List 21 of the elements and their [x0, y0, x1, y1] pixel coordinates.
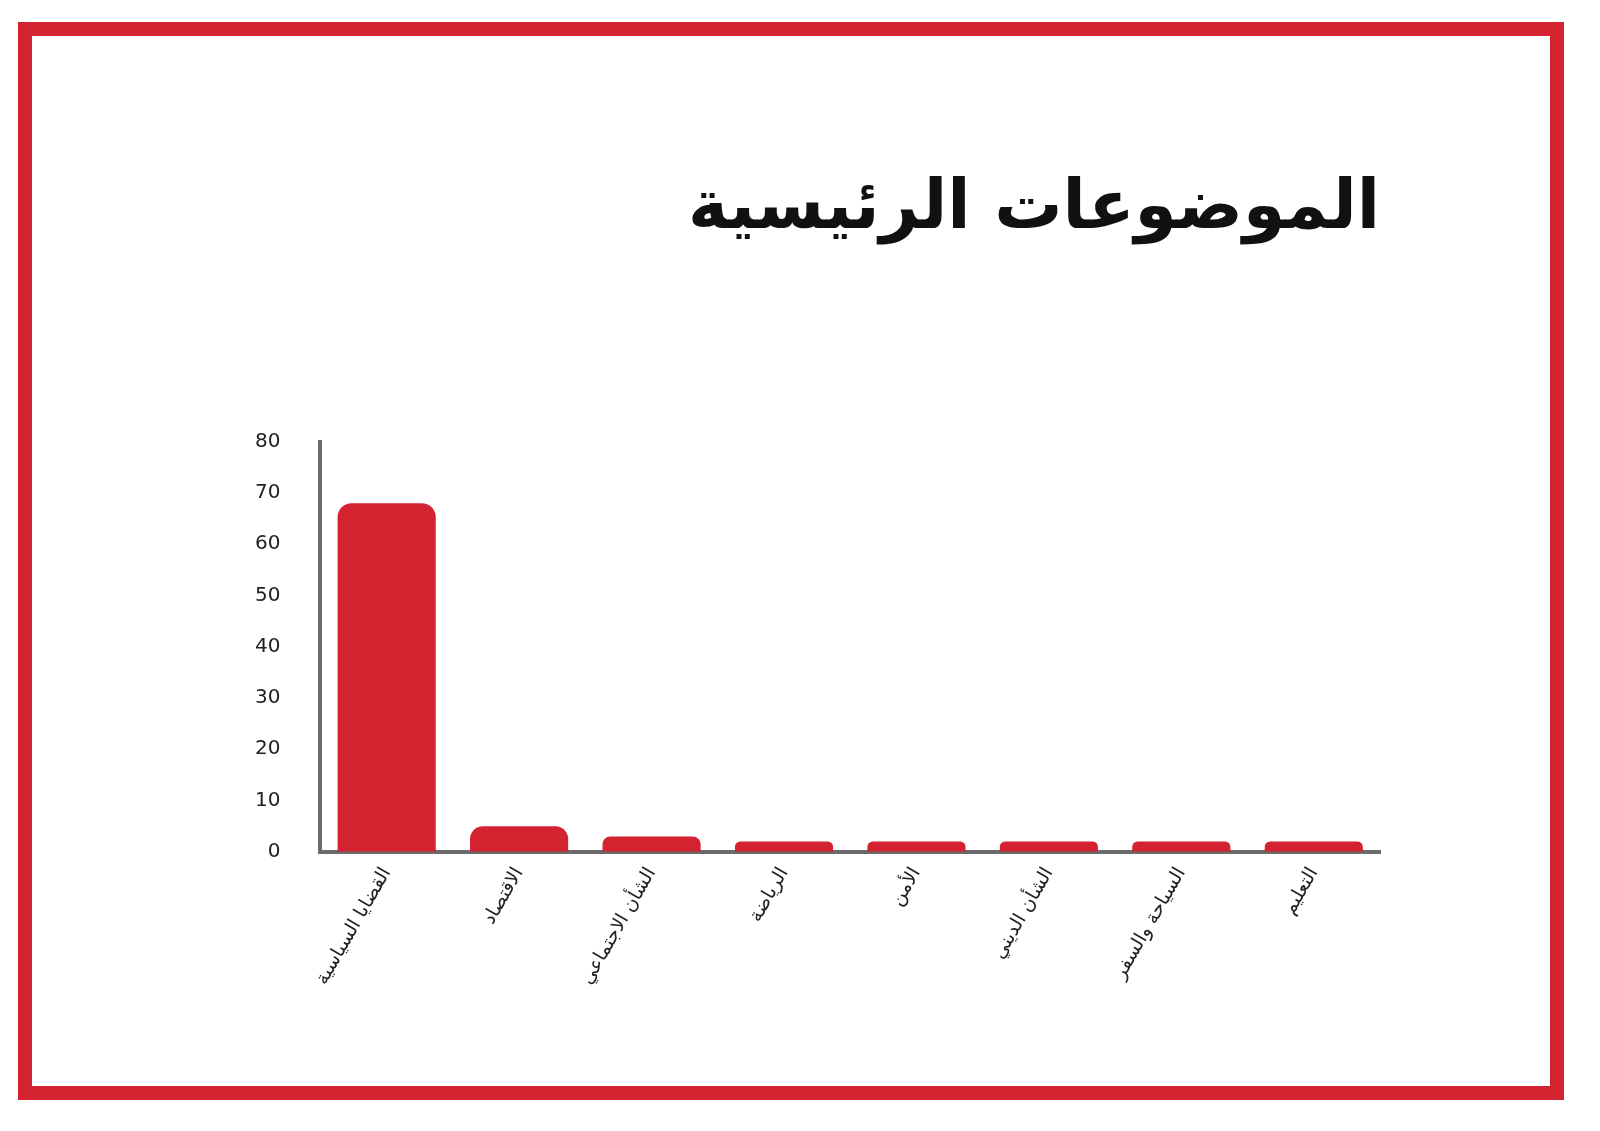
x-tick-label: السياحة والسفر — [1107, 862, 1190, 984]
x-tick-label: الأمن — [884, 862, 926, 910]
y-tick-label: 20 — [255, 735, 281, 760]
y-tick-label: 40 — [255, 632, 281, 657]
y-tick-label: 50 — [255, 581, 281, 606]
bar — [470, 826, 569, 852]
bar — [602, 836, 701, 852]
x-tick-label: الرياضة — [743, 862, 793, 926]
y-tick-label: 10 — [255, 786, 281, 811]
bar — [337, 503, 436, 852]
x-tick-label: الاقتصاد — [477, 862, 527, 928]
x-tick-label: التعليم — [1277, 862, 1323, 919]
x-tick-label: الشأن الاجتماعي — [572, 861, 661, 989]
y-tick-label: 0 — [267, 837, 281, 862]
x-tick-label: الشأن الديني — [985, 861, 1058, 963]
y-tick-label: 60 — [255, 530, 281, 555]
y-tick-label: 70 — [255, 479, 281, 504]
y-tick-label: 30 — [255, 684, 281, 709]
chart-title: الموضوعات الرئيسية — [687, 165, 1380, 246]
x-tick-label: القضايا السياسية — [309, 862, 395, 988]
y-tick-label: 80 — [255, 427, 281, 452]
